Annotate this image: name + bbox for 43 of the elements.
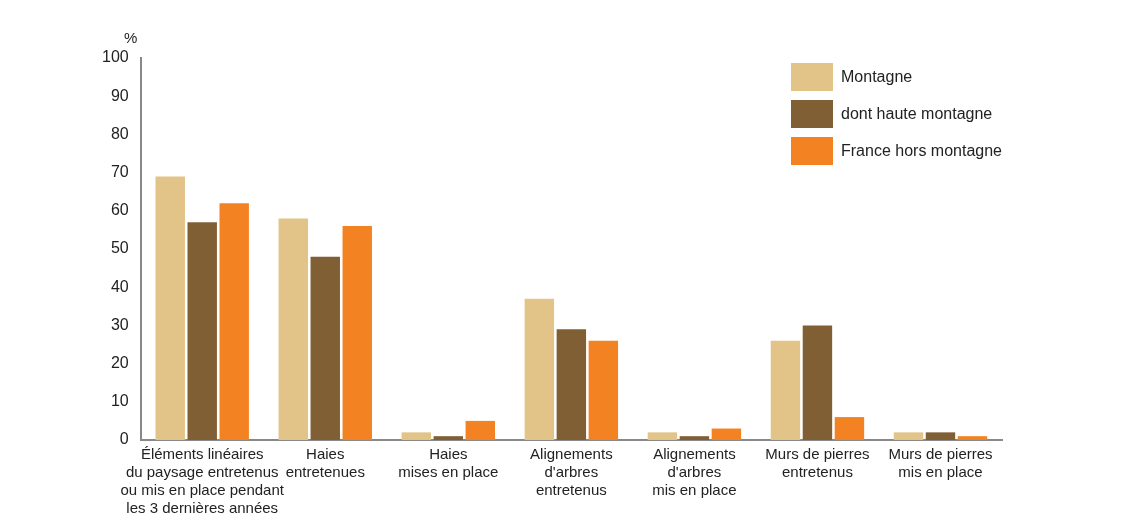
x-tick-label: Éléments linéaires du paysage entretenus ou mis en place pendant les 3 dernières années [120, 445, 285, 517]
bar [770, 340, 801, 440]
y-tick-label: 0 [119, 430, 129, 448]
y-tick-label: 20 [110, 354, 129, 372]
y-tick-label: 50 [110, 239, 129, 257]
legend-label: France hors montagne [841, 142, 1002, 160]
y-tick-label: 60 [110, 201, 129, 219]
x-tick-label: Murs de pierres mis en place [888, 445, 993, 481]
x-tick-label: Haies entretenues [285, 445, 365, 481]
y-tick-label: 100 [101, 48, 129, 66]
x-tick-label: Alignements d'arbres mis en place [652, 445, 737, 499]
y-tick-label: 70 [110, 163, 129, 181]
bar [802, 325, 833, 440]
bar [711, 428, 742, 440]
bar [401, 432, 432, 440]
bar [187, 222, 217, 440]
bar [556, 329, 587, 440]
bar [465, 420, 496, 440]
bar [433, 436, 464, 440]
bar [679, 436, 710, 440]
bar [524, 298, 555, 440]
bar [925, 432, 956, 440]
bar [957, 436, 988, 440]
bar [155, 176, 185, 440]
legend-label: Montagne [841, 68, 913, 86]
y-tick-label: 80 [110, 124, 129, 142]
y-tick-label: 10 [110, 392, 129, 410]
bar [278, 218, 308, 440]
x-tick-label: Alignements d'arbres entretenus [530, 445, 613, 499]
bar [342, 226, 372, 440]
bar [310, 256, 340, 440]
y-tick-label: 90 [110, 86, 129, 104]
bar [219, 203, 249, 440]
x-tick-label: Haies mises en place [398, 445, 499, 481]
y-axis-title: % [124, 28, 138, 46]
bar [647, 432, 678, 440]
x-tick-label: Murs de pierres entretenus [765, 445, 870, 481]
y-tick-label: 30 [110, 315, 129, 333]
legend-label: dont haute montagne [841, 105, 993, 123]
bar [834, 417, 865, 440]
bar [588, 340, 619, 440]
bar [893, 432, 924, 440]
y-tick-label: 40 [110, 277, 129, 295]
